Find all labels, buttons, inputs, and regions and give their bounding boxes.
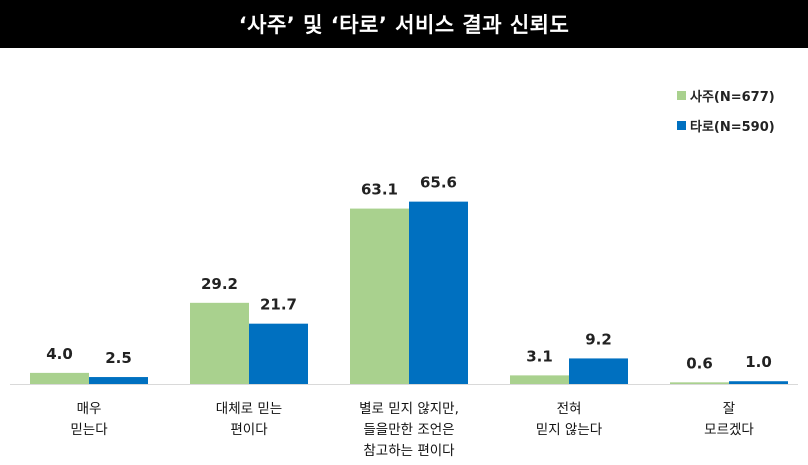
legend-item-tarot: 타로(N=590)	[677, 114, 775, 136]
data-label-saju-1: 29.2	[201, 275, 238, 293]
data-label-tarot-0: 2.5	[105, 349, 132, 367]
bar-tarot-0	[89, 377, 148, 384]
bar-saju-2	[350, 208, 409, 384]
data-label-tarot-2: 65.6	[420, 174, 457, 192]
bar-saju-3	[510, 375, 569, 384]
category-label-2: 별로 믿지 않지만, 들을만한 조언은 참고하는 편이다	[359, 401, 459, 459]
category-label-1: 대체로 믿는 편이다	[215, 401, 283, 438]
bar-tarot-1	[249, 323, 308, 384]
legend-swatch-tarot	[677, 120, 686, 130]
chart-title: ‘사주’ 및 ‘타로’ 서비스 결과 신뢰도	[0, 0, 808, 48]
category-label-0: 매우 믿는다	[70, 401, 108, 438]
bar-tarot-3	[569, 358, 628, 384]
category-label-3: 전혀 믿지 않는다	[535, 401, 603, 438]
bar-tarot-4	[729, 381, 788, 384]
data-label-tarot-1: 21.7	[260, 296, 297, 314]
data-label-tarot-4: 1.0	[745, 353, 772, 371]
legend-label-tarot: 타로(N=590)	[690, 119, 775, 135]
data-label-saju-2: 63.1	[361, 181, 398, 199]
data-label-saju-0: 4.0	[46, 345, 73, 363]
legend-label-saju: 사주(N=677)	[690, 89, 775, 105]
legend: 사주(N=677) 타로(N=590)	[677, 84, 775, 144]
bar-tarot-2	[409, 201, 468, 384]
data-label-saju-3: 3.1	[526, 347, 553, 365]
bar-saju-0	[30, 372, 89, 384]
data-label-saju-4: 0.6	[686, 354, 713, 372]
bar-saju-4	[670, 382, 729, 384]
bar-saju-1	[190, 302, 249, 384]
data-label-tarot-3: 9.2	[585, 330, 612, 348]
category-label-4: 잘 모르겠다	[704, 401, 754, 438]
legend-item-saju: 사주(N=677)	[677, 84, 775, 106]
legend-swatch-saju	[677, 90, 686, 100]
